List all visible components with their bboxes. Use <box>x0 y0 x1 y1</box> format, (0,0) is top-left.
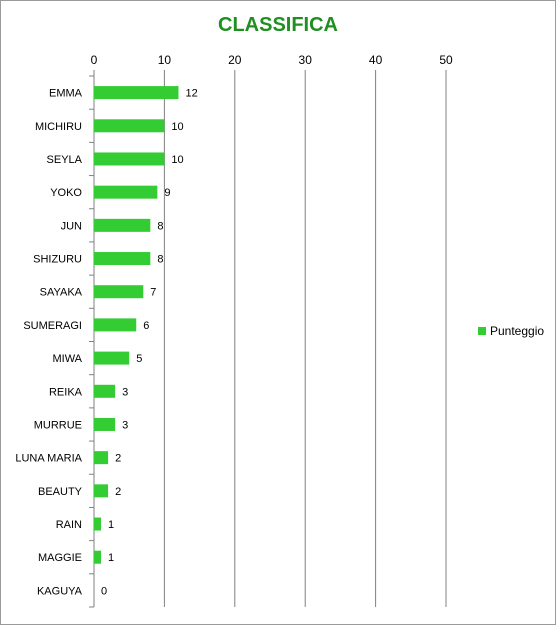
chart-title: CLASSIFICA <box>218 14 338 36</box>
bar <box>94 252 151 266</box>
bar <box>94 384 116 398</box>
data-label: 9 <box>164 187 170 199</box>
bar <box>94 484 109 498</box>
category-label: LUNA MARIA <box>15 453 82 465</box>
data-label: 8 <box>157 220 163 232</box>
data-label: 10 <box>171 121 183 133</box>
category-label: SHIZURU <box>33 254 82 266</box>
bar <box>94 451 109 465</box>
data-label: 2 <box>115 453 121 465</box>
legend-swatch <box>478 327 486 335</box>
bar <box>94 152 165 166</box>
data-label: 1 <box>108 552 114 564</box>
data-label: 2 <box>115 486 121 498</box>
category-label: SUMERAGI <box>23 320 82 332</box>
data-label: 3 <box>122 386 128 398</box>
x-tick-label: 0 <box>91 53 98 67</box>
category-label: BEAUTY <box>38 486 83 498</box>
category-label: EMMA <box>49 88 83 100</box>
bar <box>94 218 151 232</box>
data-label: 1 <box>108 519 114 531</box>
data-label: 5 <box>136 353 142 365</box>
legend-label: Punteggio <box>490 324 545 338</box>
x-tick-label: 20 <box>228 53 242 67</box>
bar <box>94 351 130 365</box>
category-label: MURRUE <box>34 419 82 431</box>
bar <box>94 417 116 431</box>
category-label: KAGUYA <box>37 585 83 597</box>
data-label: 0 <box>101 585 107 597</box>
x-tick-label: 30 <box>299 53 313 67</box>
data-label: 10 <box>171 154 183 166</box>
data-label: 7 <box>150 287 156 299</box>
bar <box>94 119 165 133</box>
data-label: 8 <box>157 254 163 266</box>
category-label: YOKO <box>50 187 82 199</box>
legend: Punteggio <box>478 324 544 338</box>
bar <box>94 550 102 564</box>
category-label: MICHIRU <box>35 121 82 133</box>
category-label: SAYAKA <box>40 287 83 299</box>
category-label: RAIN <box>56 519 82 531</box>
bar <box>94 86 179 100</box>
category-label: REIKA <box>49 386 83 398</box>
category-label: MAGGIE <box>38 552 82 564</box>
x-tick-label: 10 <box>158 53 172 67</box>
category-label: JUN <box>61 220 82 232</box>
x-tick-label: 40 <box>369 53 383 67</box>
data-label: 6 <box>143 320 149 332</box>
category-label: SEYLA <box>47 154 83 166</box>
data-label: 3 <box>122 419 128 431</box>
bar <box>94 517 102 531</box>
category-label: MIWA <box>52 353 82 365</box>
bar <box>94 185 158 199</box>
bar <box>94 285 144 299</box>
data-label: 12 <box>185 88 197 100</box>
x-tick-label: 50 <box>439 53 453 67</box>
bar <box>94 318 137 332</box>
